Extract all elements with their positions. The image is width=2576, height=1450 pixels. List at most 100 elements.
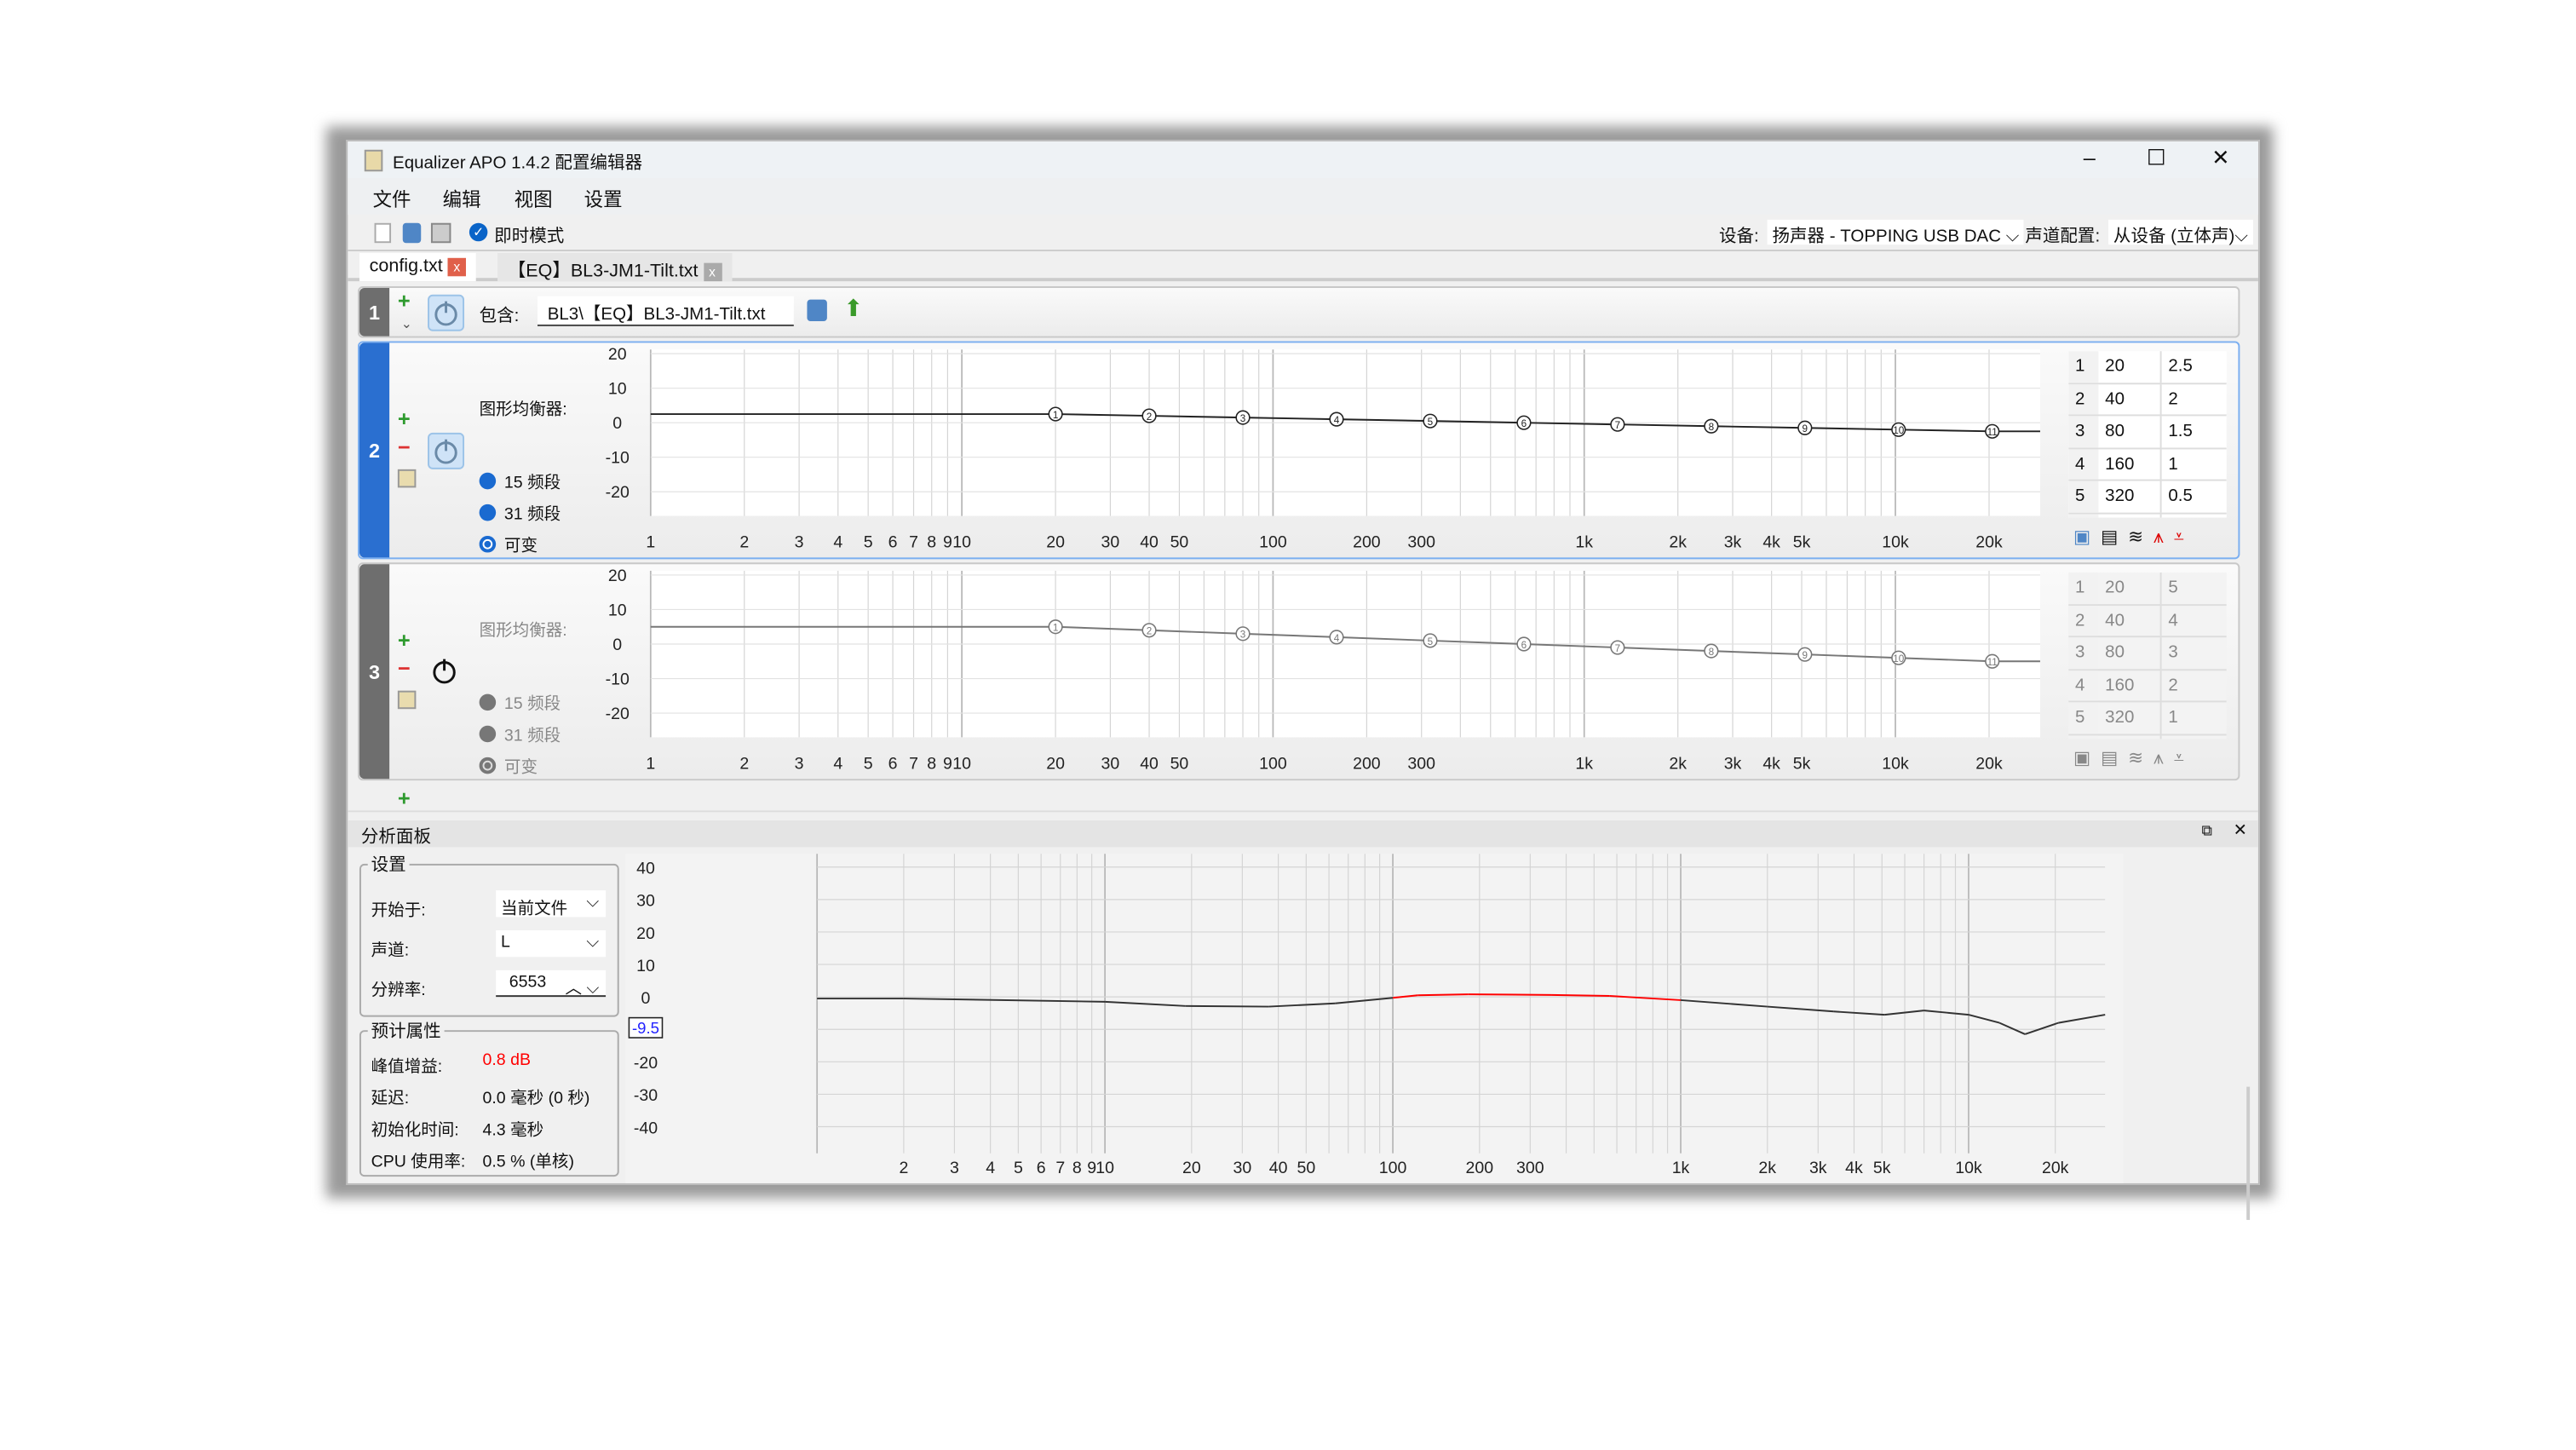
close-panel-icon[interactable]: ✕ bbox=[2233, 822, 2247, 841]
add-icon[interactable]: + bbox=[397, 406, 411, 431]
close-tab-icon[interactable]: x bbox=[447, 256, 467, 276]
band-point-label: 11 bbox=[1987, 427, 1998, 438]
reset-icon[interactable]: ⩡ bbox=[2173, 749, 2194, 769]
band-row[interactable]: 66400 bbox=[2068, 734, 2227, 739]
band-gain[interactable]: 2.5 bbox=[2168, 356, 2193, 377]
tab-config[interactable]: config.txt x bbox=[359, 252, 476, 282]
band-gain[interactable]: 0.5 bbox=[2168, 486, 2193, 507]
instant-mode-checkbox[interactable]: ✓ bbox=[469, 222, 488, 242]
band-frequency[interactable]: 20 bbox=[2098, 573, 2162, 604]
add-icon[interactable]: + bbox=[397, 627, 411, 653]
latency-label: 延迟: bbox=[371, 1090, 410, 1109]
power-icon bbox=[434, 439, 457, 464]
band-frequency[interactable]: 320 bbox=[2098, 702, 2162, 734]
start-select[interactable]: 当前文件 ⌵ bbox=[496, 890, 607, 918]
export-icon[interactable]: ▤ bbox=[2101, 527, 2129, 548]
radio-15-band[interactable]: 15 频段 bbox=[479, 468, 561, 492]
invert-icon[interactable]: ≋ bbox=[2128, 527, 2153, 548]
resolution-spinbox[interactable]: 6553 ︿ ⌵ bbox=[496, 970, 607, 998]
band-gain[interactable]: 3 bbox=[2168, 642, 2178, 663]
tab-eq-file[interactable]: 【EQ】BL3-JM1-Tilt.txt x bbox=[497, 252, 732, 282]
band-frequency[interactable]: 40 bbox=[2098, 605, 2162, 636]
menu-settings[interactable]: 设置 bbox=[584, 191, 623, 212]
band-row[interactable]: 1 20 2.5 bbox=[2068, 351, 2227, 384]
band-gain[interactable]: 1 bbox=[2168, 707, 2178, 728]
edit-icon[interactable] bbox=[397, 690, 417, 710]
menu-file[interactable]: 文件 bbox=[372, 191, 411, 212]
new-file-icon[interactable] bbox=[374, 222, 392, 244]
band-row[interactable]: 66400 bbox=[2068, 513, 2227, 518]
band-row[interactable]: 1 20 5 bbox=[2068, 573, 2227, 606]
band-table[interactable]: 120524043803416025320166400 bbox=[2068, 573, 2227, 739]
radio-variable[interactable]: 可变 bbox=[479, 752, 538, 777]
band-gain[interactable]: 5 bbox=[2168, 578, 2178, 598]
minimize-button[interactable]: – bbox=[2083, 144, 2096, 170]
band-row[interactable]: 3 80 1.5 bbox=[2068, 416, 2227, 449]
radio-15-band[interactable]: 15 频段 bbox=[479, 689, 561, 714]
band-frequency[interactable]: 80 bbox=[2098, 416, 2162, 447]
include-path-input[interactable]: BL3\【EQ】BL3-JM1-Tilt.txt bbox=[537, 296, 794, 326]
band-gain[interactable]: 4 bbox=[2168, 610, 2178, 630]
menu-view[interactable]: 视图 bbox=[514, 191, 553, 212]
edit-icon[interactable] bbox=[397, 469, 417, 488]
normalize-peak-icon[interactable]: ⩚ bbox=[2153, 749, 2174, 769]
channel-config-select[interactable]: 从设备 (立体声)⌵ bbox=[2108, 219, 2253, 246]
band-frequency[interactable]: 20 bbox=[2098, 351, 2162, 383]
power-toggle[interactable] bbox=[428, 654, 464, 691]
band-row[interactable]: 5 320 1 bbox=[2068, 702, 2227, 735]
remove-icon[interactable]: − bbox=[397, 655, 411, 681]
add-icon[interactable]: + bbox=[397, 287, 411, 314]
close-tab-icon[interactable]: x bbox=[703, 262, 722, 281]
expand-chevron-icon[interactable]: ⌄ bbox=[400, 316, 412, 331]
invert-icon[interactable]: ≋ bbox=[2128, 749, 2153, 769]
close-button[interactable]: ✕ bbox=[2211, 144, 2230, 170]
band-frequency[interactable]: 640 bbox=[2098, 513, 2162, 518]
band-row[interactable]: 5 320 0.5 bbox=[2068, 480, 2227, 514]
band-row[interactable]: 4 160 1 bbox=[2068, 448, 2227, 481]
x-tick-label: 7 bbox=[909, 755, 918, 774]
band-point-label: 9 bbox=[1803, 650, 1808, 661]
band-gain[interactable]: 2 bbox=[2168, 675, 2178, 696]
band-row[interactable]: 4 160 2 bbox=[2068, 670, 2227, 703]
add-section-icon[interactable]: + bbox=[397, 785, 411, 811]
band-frequency[interactable]: 160 bbox=[2098, 670, 2162, 701]
band-frequency[interactable]: 40 bbox=[2098, 383, 2162, 415]
open-folder-icon[interactable] bbox=[807, 299, 827, 322]
radio-variable[interactable]: 可变 bbox=[479, 531, 538, 555]
go-to-file-arrow-icon[interactable]: ⬆ bbox=[843, 294, 864, 322]
menu-edit[interactable]: 编辑 bbox=[442, 191, 481, 212]
import-icon[interactable]: ▣ bbox=[2073, 749, 2102, 769]
radio-label: 31 频段 bbox=[503, 505, 561, 525]
band-row[interactable]: 2 40 4 bbox=[2068, 605, 2227, 638]
float-panel-icon[interactable]: ⧉ bbox=[2201, 822, 2213, 839]
device-select[interactable]: 扬声器 - TOPPING USB DAC ⌵ bbox=[1767, 219, 2025, 246]
band-gain[interactable]: 1 bbox=[2168, 453, 2178, 475]
band-frequency[interactable]: 80 bbox=[2098, 637, 2162, 669]
band-row[interactable]: 3 80 3 bbox=[2068, 637, 2227, 670]
scrollbar[interactable] bbox=[2246, 1086, 2251, 1220]
power-toggle[interactable] bbox=[428, 432, 465, 469]
save-icon[interactable] bbox=[430, 222, 451, 244]
import-icon[interactable]: ▣ bbox=[2073, 527, 2102, 548]
channel-select[interactable]: L ⌵ bbox=[496, 930, 607, 958]
remove-icon[interactable]: − bbox=[397, 434, 411, 460]
reset-icon[interactable]: ⩡ bbox=[2173, 527, 2194, 548]
radio-31-band[interactable]: 31 频段 bbox=[479, 721, 561, 745]
export-icon[interactable]: ▤ bbox=[2101, 749, 2129, 769]
radio-31-band[interactable]: 31 频段 bbox=[479, 499, 561, 525]
power-toggle[interactable] bbox=[428, 294, 465, 331]
band-gain[interactable]: 1.5 bbox=[2168, 421, 2193, 442]
band-frequency[interactable]: 320 bbox=[2098, 480, 2162, 512]
band-gain[interactable]: 2 bbox=[2168, 388, 2178, 410]
maximize-button[interactable]: ☐ bbox=[2147, 144, 2166, 170]
normalize-peak-icon[interactable]: ⩚ bbox=[2153, 527, 2174, 548]
x-tick-label: 10k bbox=[1955, 1159, 1982, 1177]
band-frequency[interactable]: 640 bbox=[2098, 734, 2162, 739]
open-folder-icon[interactable] bbox=[402, 222, 422, 244]
band-row[interactable]: 2 40 2 bbox=[2068, 383, 2227, 417]
band-frequency[interactable]: 160 bbox=[2098, 448, 2162, 480]
